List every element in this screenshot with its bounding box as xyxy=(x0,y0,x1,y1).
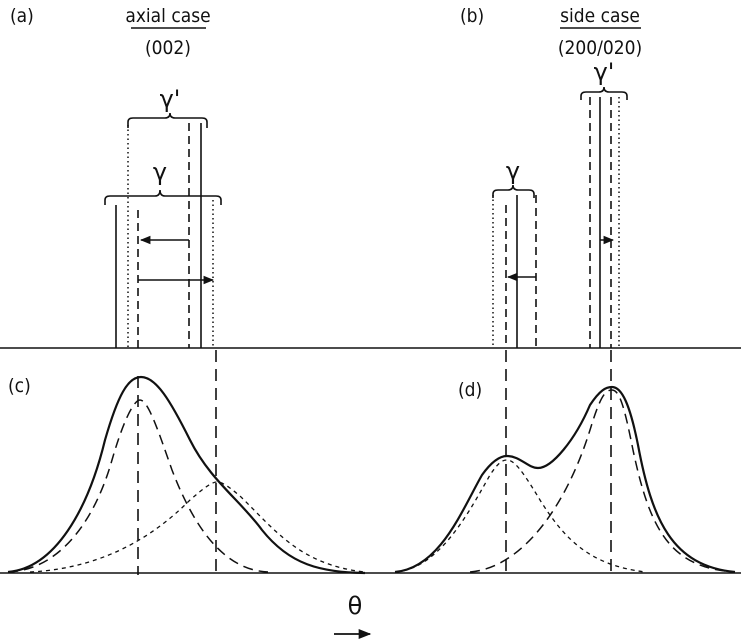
panel-d-tag: (d) xyxy=(458,379,482,401)
side-gamma-prime-brace xyxy=(580,86,628,100)
axial-gamma-brace xyxy=(104,189,222,205)
profile-c-measured-curve xyxy=(7,375,366,575)
profile-d-gamma-component xyxy=(394,459,646,573)
axial-gamma-prime-label: γ' xyxy=(160,85,181,113)
side-gamma-brace xyxy=(492,184,535,198)
side-gamma-label: γ xyxy=(506,157,520,185)
profile-c-gamma-prime-component xyxy=(7,399,269,573)
side-gamma-prime-label: γ' xyxy=(594,58,615,86)
theta-axis-label: θ xyxy=(348,592,363,620)
profile-c-gamma-component xyxy=(29,481,366,573)
panel-b-tag: (b) xyxy=(460,5,484,27)
panel-a-tag: (a) xyxy=(10,5,34,27)
panel-b-miller: (200/020) xyxy=(558,37,642,59)
axial-gamma-label: γ xyxy=(153,158,167,186)
profile-d-gamma-prime-component xyxy=(469,389,736,573)
panel-b-title: side case xyxy=(560,5,640,27)
panel-a-title: axial case xyxy=(125,5,210,27)
profile-d-measured-curve xyxy=(394,385,736,574)
panel-c-tag: (c) xyxy=(8,375,31,397)
axial-gamma-prime-brace xyxy=(127,112,208,128)
panel-a-miller: (002) xyxy=(145,37,191,59)
